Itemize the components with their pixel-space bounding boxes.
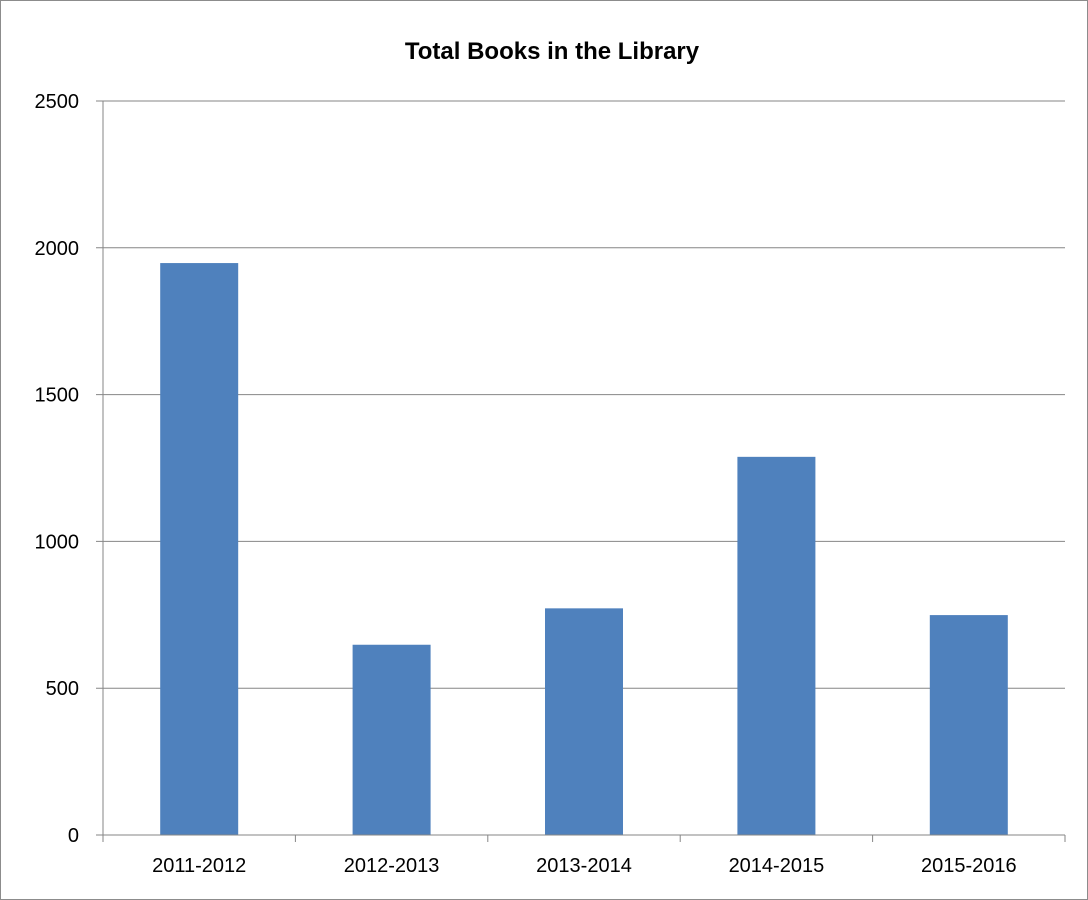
y-tick-label: 1000 — [35, 531, 80, 553]
bar — [545, 608, 623, 835]
y-tick-label: 0 — [68, 825, 79, 847]
x-tick-label: 2015-2016 — [921, 855, 1017, 877]
bar — [160, 263, 239, 835]
x-tick-label: 2014-2015 — [729, 855, 825, 877]
y-tick-label: 1500 — [35, 385, 80, 407]
bar — [352, 644, 431, 835]
y-tick-label: 500 — [46, 678, 79, 700]
x-tick-label: 2012-2013 — [344, 855, 440, 877]
y-tick-label: 2500 — [35, 91, 80, 113]
chart-title: Total Books in the Library — [405, 38, 700, 65]
axes — [96, 101, 1066, 842]
gridlines — [96, 100, 1065, 689]
x-tick-labels: 2011-2012 2012-2013 2013-2014 2014-2015 2015… — [152, 855, 1017, 877]
y-tick-label: 2000 — [35, 238, 80, 260]
x-tick-label: 2011-2012 — [152, 855, 246, 877]
y-tick-labels: 0 500 1000 1500 2000 2500 — [35, 91, 80, 847]
bar — [737, 456, 816, 835]
bar — [929, 615, 1008, 835]
bars — [160, 263, 1008, 835]
x-tick-label: 2013-2014 — [536, 855, 632, 877]
